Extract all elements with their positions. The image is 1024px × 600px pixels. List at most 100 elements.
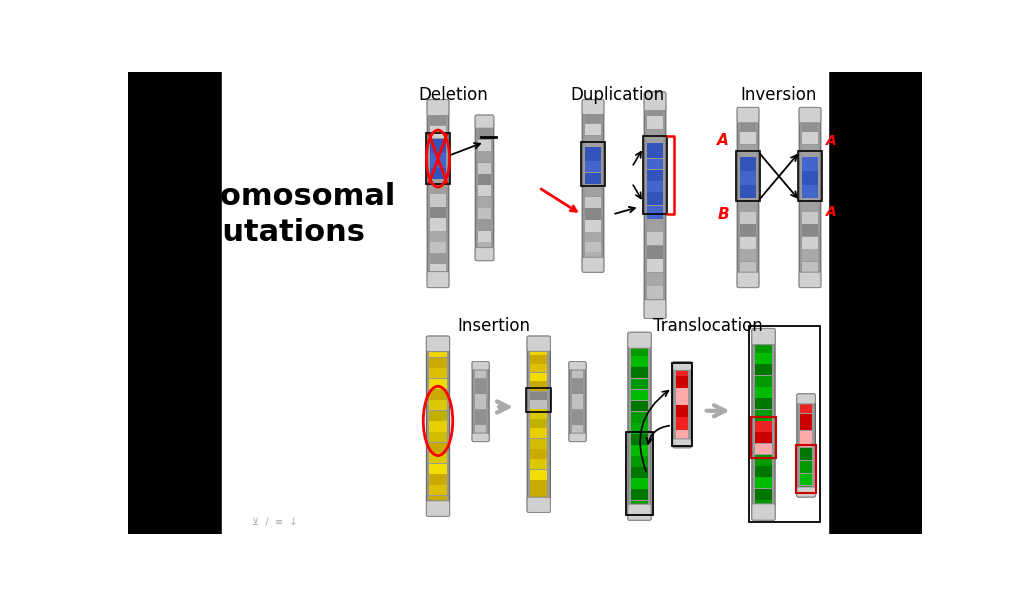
Bar <box>676 364 688 376</box>
Bar <box>736 151 760 201</box>
Bar <box>586 124 601 135</box>
Bar <box>647 219 663 232</box>
Bar <box>802 237 818 249</box>
Bar <box>631 423 648 434</box>
Bar <box>631 379 648 389</box>
Bar <box>631 389 648 400</box>
Bar <box>740 249 756 261</box>
Bar <box>740 145 756 157</box>
Bar <box>586 173 601 184</box>
Bar <box>586 208 601 220</box>
Bar <box>740 212 756 224</box>
Text: B: B <box>718 207 729 222</box>
Bar <box>572 425 583 440</box>
Bar <box>631 490 648 500</box>
FancyBboxPatch shape <box>737 272 759 287</box>
Bar <box>755 466 772 477</box>
FancyBboxPatch shape <box>426 501 450 516</box>
Bar <box>802 157 818 171</box>
Bar <box>755 331 772 341</box>
Bar <box>530 490 547 511</box>
FancyBboxPatch shape <box>527 336 550 512</box>
Bar <box>802 120 818 132</box>
FancyBboxPatch shape <box>475 248 494 260</box>
Bar <box>429 379 446 389</box>
Bar <box>586 136 601 147</box>
Bar <box>755 489 772 500</box>
Bar <box>676 405 688 417</box>
Bar <box>755 421 772 432</box>
Bar <box>530 347 547 355</box>
Bar <box>530 382 547 391</box>
Bar <box>530 428 547 438</box>
FancyBboxPatch shape <box>427 100 449 287</box>
FancyBboxPatch shape <box>569 362 586 370</box>
Bar <box>530 470 547 480</box>
FancyBboxPatch shape <box>628 504 651 520</box>
Bar <box>755 443 772 454</box>
Bar <box>647 192 663 205</box>
Bar <box>430 154 445 168</box>
FancyArrowPatch shape <box>499 402 510 412</box>
FancyBboxPatch shape <box>644 299 666 319</box>
Bar <box>430 139 445 153</box>
FancyBboxPatch shape <box>752 328 775 520</box>
Bar <box>430 168 445 179</box>
Bar <box>802 249 818 261</box>
FancyBboxPatch shape <box>475 115 494 260</box>
Bar <box>430 275 445 286</box>
FancyBboxPatch shape <box>427 272 449 287</box>
FancyBboxPatch shape <box>673 362 691 448</box>
Bar <box>478 242 490 259</box>
FancyBboxPatch shape <box>472 362 489 370</box>
Bar <box>740 185 756 197</box>
Bar <box>582 142 604 186</box>
FancyBboxPatch shape <box>569 362 586 442</box>
Bar <box>799 151 821 201</box>
Bar <box>572 410 583 425</box>
Bar <box>755 376 772 386</box>
Bar <box>647 143 663 158</box>
Bar <box>647 286 663 299</box>
Bar <box>586 242 601 252</box>
FancyBboxPatch shape <box>583 100 604 272</box>
Bar <box>755 478 772 488</box>
Bar <box>676 388 688 404</box>
Bar <box>586 112 601 123</box>
Bar <box>749 326 820 523</box>
Bar <box>740 157 756 171</box>
Text: Insertion: Insertion <box>458 317 530 335</box>
Bar <box>478 231 490 242</box>
Bar <box>647 232 663 245</box>
Bar <box>430 194 445 206</box>
Bar <box>478 220 490 230</box>
Bar <box>478 185 490 196</box>
Bar <box>802 198 818 212</box>
Bar <box>430 242 445 253</box>
Bar <box>429 421 446 431</box>
Text: Translocation: Translocation <box>653 317 763 335</box>
FancyBboxPatch shape <box>628 332 651 348</box>
Bar <box>429 464 446 474</box>
FancyBboxPatch shape <box>737 107 759 287</box>
Text: A: A <box>826 134 837 148</box>
Bar <box>478 163 490 173</box>
Bar <box>478 128 490 139</box>
Bar <box>586 220 601 232</box>
Bar <box>429 338 446 347</box>
Bar <box>530 419 547 428</box>
Bar <box>631 500 648 518</box>
Bar <box>647 94 663 105</box>
Bar <box>802 145 818 157</box>
Bar <box>647 159 663 169</box>
Bar <box>475 379 486 394</box>
FancyBboxPatch shape <box>752 504 775 520</box>
FancyBboxPatch shape <box>797 394 815 497</box>
Bar <box>676 430 688 446</box>
Bar <box>530 392 547 400</box>
Bar <box>478 197 490 208</box>
Bar <box>800 431 812 448</box>
FancyBboxPatch shape <box>427 100 449 116</box>
Bar <box>478 208 490 219</box>
Bar <box>740 274 756 286</box>
